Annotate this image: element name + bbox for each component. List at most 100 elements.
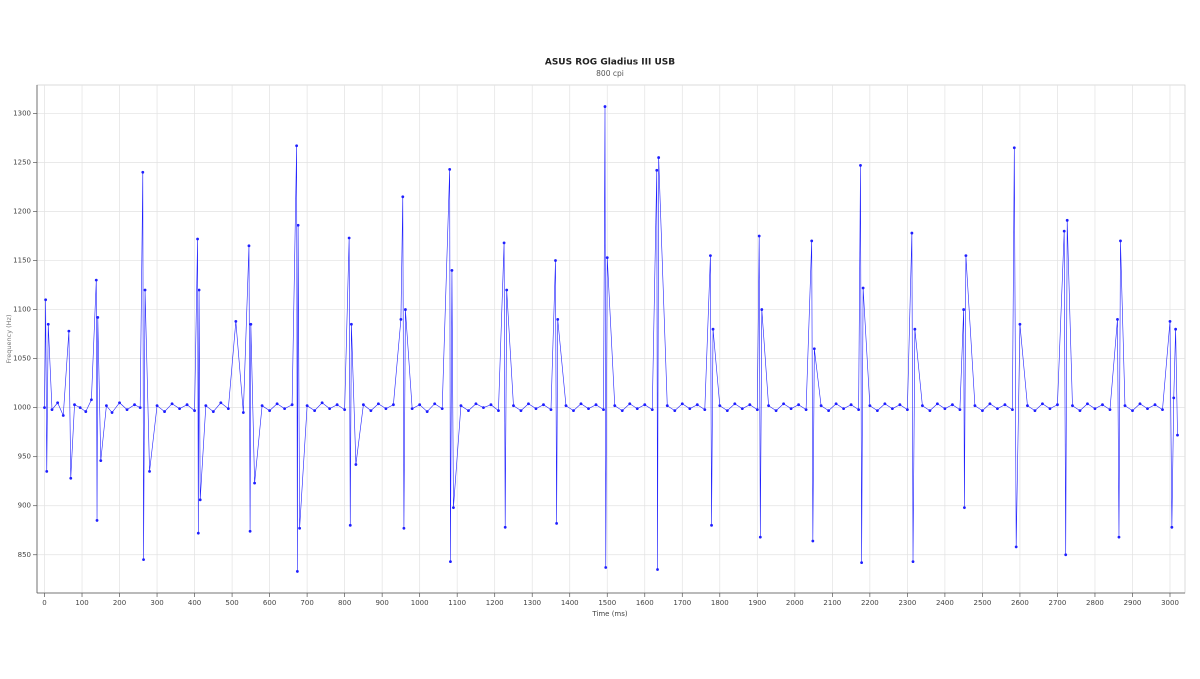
data-point <box>96 316 100 319</box>
data-point <box>579 402 583 406</box>
data-point <box>767 404 770 408</box>
plot-area <box>36 84 1186 594</box>
data-point <box>399 317 403 321</box>
x-tick-label: 1200 <box>486 599 504 607</box>
data-point <box>296 223 300 227</box>
y-tick-label: 1200 <box>13 208 31 216</box>
data-point <box>943 407 947 411</box>
data-point <box>1064 553 1068 557</box>
data-point <box>343 408 347 412</box>
data-point <box>1168 319 1172 323</box>
x-tick-label: 1500 <box>598 599 616 607</box>
chart-title: ASUS ROG Gladius III USB <box>545 58 675 68</box>
data-point <box>141 170 145 174</box>
data-point <box>757 234 761 238</box>
data-point <box>1062 229 1066 233</box>
data-point <box>1119 239 1122 243</box>
data-point <box>883 402 887 406</box>
data-point <box>482 406 485 410</box>
x-tick-label: 600 <box>263 599 276 607</box>
x-tick-label: 2300 <box>898 599 916 607</box>
data-point <box>449 560 452 564</box>
data-point <box>849 403 853 407</box>
data-point <box>328 407 332 411</box>
data-point <box>1014 545 1018 549</box>
data-point <box>1146 407 1149 411</box>
x-tick-label: 1000 <box>411 599 429 607</box>
data-point <box>348 523 352 527</box>
x-tick-label: 1100 <box>448 599 466 607</box>
data-point <box>842 407 846 411</box>
data-point <box>78 406 82 410</box>
x-tick-label: 200 <box>113 599 126 607</box>
data-point <box>247 244 251 248</box>
data-point <box>46 322 50 326</box>
data-point <box>656 568 659 571</box>
data-point <box>204 404 208 408</box>
data-point <box>564 404 568 408</box>
data-point <box>527 402 530 406</box>
x-tick-label: 700 <box>300 599 313 607</box>
x-tick-label: 2500 <box>973 599 991 607</box>
data-point <box>812 347 816 351</box>
data-point <box>143 288 147 292</box>
data-point <box>928 409 932 412</box>
data-point <box>384 407 388 411</box>
data-point <box>61 414 65 417</box>
data-point <box>1138 402 1142 406</box>
data-point <box>973 404 977 408</box>
data-point <box>219 401 223 405</box>
data-point <box>760 308 764 311</box>
x-tick-label: 2400 <box>936 599 954 607</box>
data-point <box>404 308 407 311</box>
data-point <box>549 408 553 412</box>
data-point <box>489 403 493 407</box>
data-point <box>89 398 93 402</box>
data-point <box>964 254 968 258</box>
data-point <box>1172 396 1176 400</box>
data-point <box>920 404 924 408</box>
data-point <box>196 237 199 241</box>
chart-subtitle: 800 cpi <box>596 69 624 78</box>
data-point <box>834 402 838 406</box>
x-tick-label: 2600 <box>1011 599 1029 607</box>
data-point <box>695 403 699 407</box>
data-point <box>534 407 538 411</box>
data-point <box>1086 402 1089 406</box>
x-tick-label: 1400 <box>561 599 579 607</box>
data-point <box>811 539 815 543</box>
data-point <box>148 469 151 473</box>
data-point <box>950 403 954 407</box>
data-point <box>512 404 515 408</box>
data-point <box>861 286 865 290</box>
data-point <box>542 403 545 407</box>
data-point <box>505 288 509 292</box>
x-tick-label: 800 <box>338 599 351 607</box>
data-point <box>673 409 677 412</box>
data-point <box>67 329 71 333</box>
x-tick-label: 1600 <box>636 599 654 607</box>
data-point <box>643 403 647 407</box>
data-point <box>155 404 159 408</box>
data-point <box>1041 402 1044 406</box>
data-point <box>594 403 598 407</box>
data-point <box>503 525 507 529</box>
data-point <box>163 410 166 413</box>
data-point <box>313 409 317 412</box>
data-point <box>241 411 245 414</box>
data-point <box>369 409 373 412</box>
data-point <box>1018 322 1022 326</box>
data-point <box>905 408 909 412</box>
data-point <box>1011 408 1014 412</box>
x-tick-label: 1700 <box>673 599 691 607</box>
x-tick-label: 1300 <box>523 599 541 607</box>
data-point <box>142 558 145 562</box>
data-point <box>556 317 560 321</box>
data-point <box>105 404 108 408</box>
data-point <box>1131 409 1134 412</box>
data-point <box>963 506 966 510</box>
data-point <box>69 476 73 480</box>
data-point <box>1161 408 1164 412</box>
data-point <box>604 566 608 569</box>
